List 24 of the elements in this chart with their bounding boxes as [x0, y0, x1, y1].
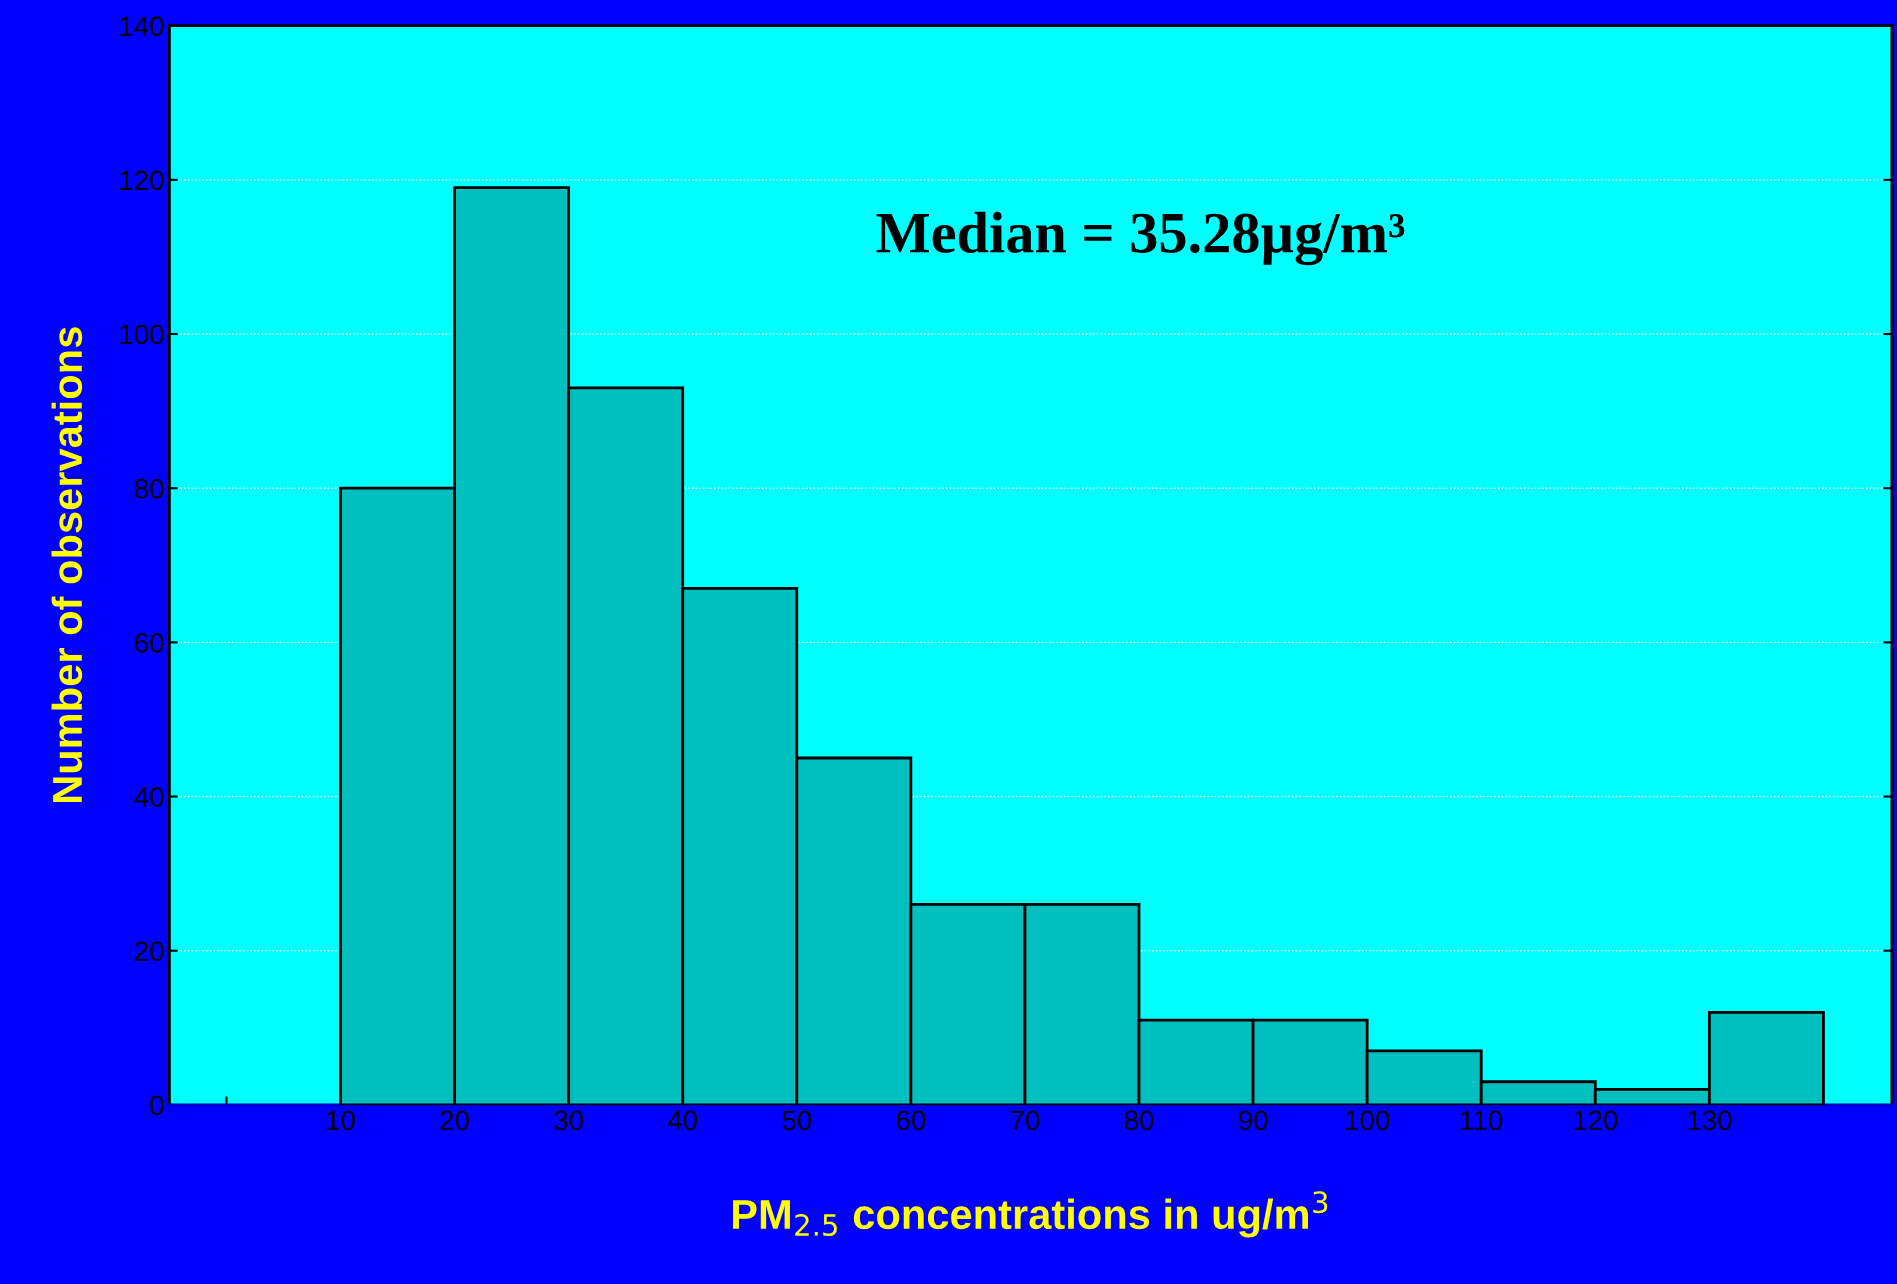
x-tick-label: 20	[440, 1110, 469, 1131]
x-tick-label: 110	[1461, 1110, 1503, 1131]
x-tick-label: 120	[1574, 1110, 1618, 1131]
x-tick-label: 10	[327, 1110, 355, 1131]
x-tick-label: 40	[667, 1110, 698, 1131]
x-tick-label: 100	[1346, 1110, 1390, 1131]
x-tick-label: 50	[782, 1110, 812, 1131]
x-tick-label: 90	[1238, 1110, 1268, 1131]
x-tick-label: 130	[1688, 1110, 1732, 1131]
annotation: Median = 35.28µg/m³	[876, 211, 1405, 266]
x-tick-label: 70	[1010, 1110, 1040, 1131]
y-tick-label: 20	[135, 941, 164, 962]
x-tick-label: 30	[554, 1110, 584, 1131]
y-tick-label: 80	[134, 478, 164, 499]
x-tick-label: 60	[896, 1110, 926, 1131]
y-tick-label: 140	[120, 16, 164, 37]
x-axis-title: PM$_{2.5}$ concentrations in ug/m$^{3}$	[733, 1191, 1328, 1238]
y-tick-label: 0	[150, 1095, 164, 1116]
y-tick-label: 100	[120, 324, 164, 345]
y-tick-label: 120	[120, 170, 164, 191]
y-axis-title: Number of observations	[51, 327, 83, 803]
y-tick-label: 60	[135, 633, 164, 653]
y-tick-label: 40	[134, 787, 164, 807]
x-tick-label: 80	[1124, 1110, 1154, 1131]
